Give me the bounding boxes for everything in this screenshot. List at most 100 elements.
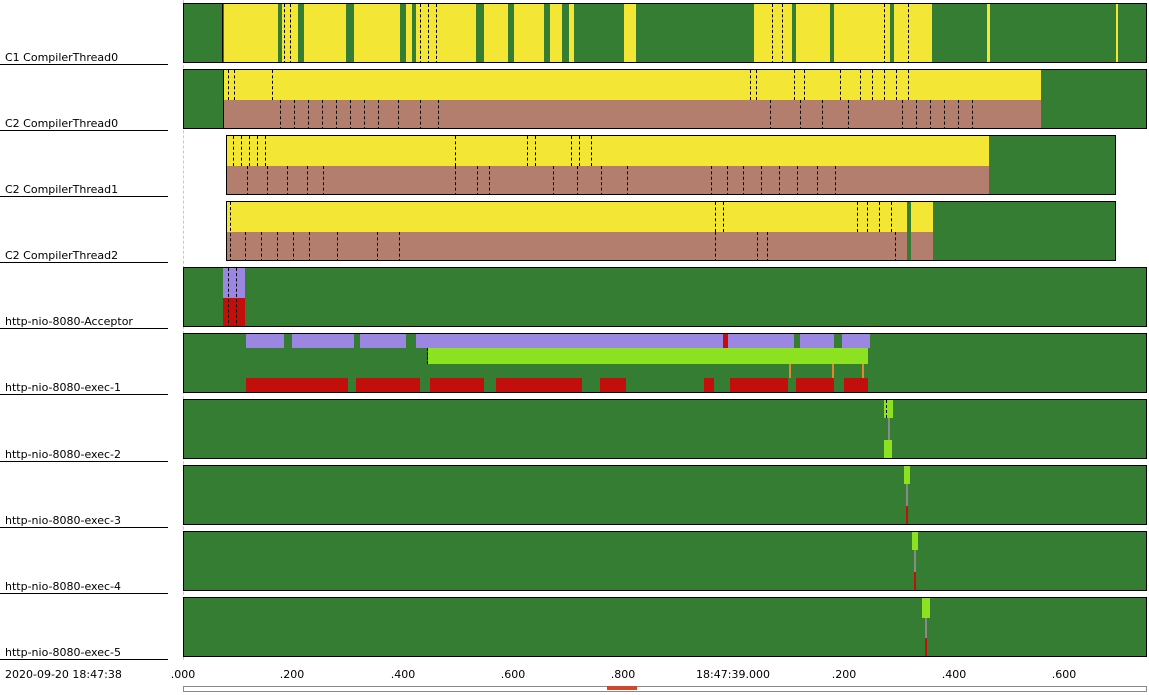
lane-acceptor[interactable] xyxy=(183,267,1147,327)
lane-exec-2[interactable] xyxy=(183,399,1147,459)
lane-c2-compiler-thread1[interactable] xyxy=(226,135,1116,195)
event-marker xyxy=(860,70,861,100)
event-marker xyxy=(378,100,379,128)
event-marker xyxy=(743,166,744,194)
wait-marker xyxy=(862,364,864,378)
lane-rule xyxy=(0,461,168,462)
thread-boundary xyxy=(222,4,223,62)
time-tick: .800 xyxy=(610,668,636,681)
event-marker xyxy=(527,136,528,166)
idle-gap xyxy=(348,378,356,392)
event-marker xyxy=(930,100,931,128)
event-marker xyxy=(336,100,337,128)
event-marker xyxy=(884,4,885,62)
time-tick: .000 xyxy=(170,668,196,681)
event-marker xyxy=(770,100,771,128)
native-segment xyxy=(223,100,1041,128)
event-marker xyxy=(477,166,478,194)
event-marker xyxy=(756,70,757,100)
lane-c2-compiler-thread0[interactable] xyxy=(183,69,1147,129)
scrollbar-thumb[interactable] xyxy=(607,686,637,690)
horizontal-scrollbar[interactable] xyxy=(183,686,1147,692)
lane-label-exec-5: http-nio-8080-exec-5 xyxy=(5,646,121,659)
event-marker xyxy=(797,166,798,194)
event-marker xyxy=(277,232,278,260)
lane-label-exec-4: http-nio-8080-exec-4 xyxy=(5,580,121,593)
running-segment xyxy=(888,418,890,440)
wait-marker xyxy=(832,364,834,378)
lane-label-exec-3: http-nio-8080-exec-3 xyxy=(5,514,121,527)
event-marker xyxy=(284,4,285,62)
running-segment xyxy=(914,550,916,572)
compiling-segment xyxy=(1116,4,1118,62)
socket-read-segment xyxy=(246,334,870,348)
event-marker xyxy=(804,70,805,100)
event-marker xyxy=(601,166,602,194)
event-marker xyxy=(228,268,229,326)
thread-boundary xyxy=(223,70,224,128)
running-segment xyxy=(884,440,892,458)
lane-exec-5[interactable] xyxy=(183,597,1147,657)
lane-exec-1[interactable] xyxy=(183,333,1147,393)
event-marker xyxy=(323,166,324,194)
compiling-segment xyxy=(569,4,574,62)
event-marker xyxy=(535,136,536,166)
event-marker xyxy=(294,100,295,128)
event-marker xyxy=(249,136,250,166)
lane-exec-3[interactable] xyxy=(183,465,1147,525)
wait-marker xyxy=(789,364,791,378)
event-marker xyxy=(337,232,338,260)
lane-rule xyxy=(0,394,168,395)
compiling-segment xyxy=(227,202,907,232)
time-tick: .200 xyxy=(831,668,857,681)
compiling-segment xyxy=(514,4,544,62)
event-marker xyxy=(553,166,554,194)
event-marker xyxy=(280,100,281,128)
event-marker xyxy=(307,166,308,194)
compiling-segment xyxy=(754,4,792,62)
compiling-segment xyxy=(911,202,933,232)
running-segment xyxy=(906,484,908,506)
event-marker xyxy=(794,70,795,100)
idle-gap xyxy=(420,378,430,392)
event-marker xyxy=(350,100,351,128)
running-segment xyxy=(922,598,930,618)
idle-gap xyxy=(834,334,842,348)
lane-rule xyxy=(0,196,168,197)
lane-exec-4[interactable] xyxy=(183,531,1147,591)
native-segment xyxy=(911,232,933,260)
event-marker xyxy=(800,100,801,128)
native-segment xyxy=(227,166,989,194)
event-marker xyxy=(427,348,428,364)
lane-label-exec-1: http-nio-8080-exec-1 xyxy=(5,381,121,394)
lane-rule xyxy=(0,130,168,131)
event-marker xyxy=(290,4,291,62)
blocked-segment xyxy=(223,298,245,326)
event-marker xyxy=(241,136,242,166)
idle-gap xyxy=(582,378,600,392)
native-segment xyxy=(227,232,907,260)
lane-rule xyxy=(0,328,168,329)
event-marker xyxy=(772,4,773,62)
lane-rule xyxy=(0,262,168,263)
event-marker xyxy=(972,100,973,128)
event-marker xyxy=(822,100,823,128)
event-marker xyxy=(916,100,917,128)
compiling-segment xyxy=(223,70,1041,100)
compiling-segment xyxy=(894,4,932,62)
event-marker xyxy=(857,202,858,232)
event-marker xyxy=(908,70,909,100)
running-segment xyxy=(884,400,893,418)
blocked-segment xyxy=(796,378,834,392)
compiling-segment xyxy=(224,4,278,62)
event-marker xyxy=(715,202,716,232)
lane-c2-compiler-thread2[interactable] xyxy=(226,201,1116,261)
event-marker xyxy=(322,100,323,128)
event-marker xyxy=(489,166,490,194)
event-marker xyxy=(715,232,716,260)
lane-c1-compiler-thread0[interactable] xyxy=(183,3,1147,63)
event-marker xyxy=(245,232,246,260)
timeline-start-date: 2020-09-20 18:47:38 xyxy=(5,668,122,681)
event-marker xyxy=(272,70,273,100)
event-marker xyxy=(779,166,780,194)
